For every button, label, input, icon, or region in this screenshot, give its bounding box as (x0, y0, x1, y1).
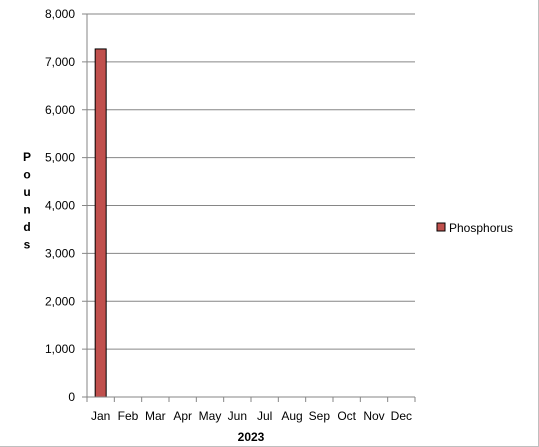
legend-label-phosphorus: Phosphorus (449, 221, 513, 235)
legend-swatch-phosphorus (436, 222, 446, 232)
x-tick-label: Jan (91, 409, 110, 423)
y-axis-ticks: 0 1,000 2,000 3,000 4,000 5,000 6,000 7,000 8,00… (45, 7, 87, 404)
y-tick-label: 6,000 (45, 103, 75, 117)
x-tick-label: May (199, 409, 222, 423)
y-axis-title-letter: P (23, 150, 31, 164)
y-tick-label: 3,000 (45, 246, 75, 260)
y-axis-title-letter: d (23, 220, 30, 234)
x-tick-label: Sep (309, 409, 331, 423)
x-tick-label: Mar (145, 409, 166, 423)
x-axis-ticks: Jan Feb Mar Apr May Jun Jul Aug Sep Oct Nov Dec (86, 397, 416, 423)
x-tick-label: Jun (228, 409, 247, 423)
y-axis-title-letter: u (23, 185, 30, 199)
y-tick-label: 5,000 (45, 151, 75, 165)
legend: Phosphorus (436, 221, 513, 235)
x-tick-label: Jul (257, 409, 272, 423)
gridlines (87, 13, 415, 350)
x-tick-label: Feb (118, 409, 139, 423)
bars (94, 48, 107, 398)
y-tick-label: 4,000 (45, 199, 75, 213)
y-tick-label: 0 (68, 390, 75, 404)
x-axis-title: 2023 (238, 430, 265, 444)
y-axis-title-letter: s (24, 238, 31, 252)
x-tick-label: Apr (173, 409, 192, 423)
y-tick-label: 8,000 (45, 7, 75, 21)
x-tick-label: Dec (391, 409, 412, 423)
y-tick-label: 2,000 (45, 294, 75, 308)
y-axis-title-letter: n (23, 203, 30, 217)
y-tick-label: 7,000 (45, 55, 75, 69)
x-tick-label: Aug (281, 409, 302, 423)
x-tick-label: Oct (337, 409, 356, 423)
y-tick-label: 1,000 (45, 342, 75, 356)
y-axis-title-letter: o (23, 168, 30, 182)
x-tick-label: Nov (363, 409, 384, 423)
bar-jan-phosphorus (94, 48, 107, 398)
